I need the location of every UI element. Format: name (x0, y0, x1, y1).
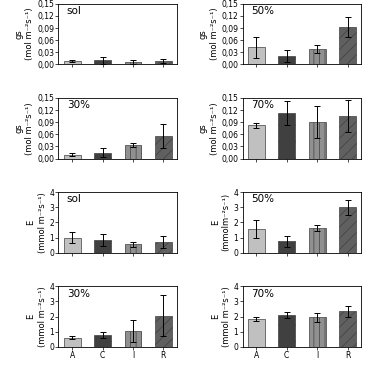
Bar (309, 122, 326, 159)
Bar (64, 61, 81, 65)
Bar (94, 240, 111, 253)
Text: sol: sol (67, 194, 82, 204)
Text: 50%: 50% (251, 6, 274, 16)
Y-axis label: E
(mmol m⁻²s⁻¹): E (mmol m⁻²s⁻¹) (27, 192, 47, 253)
Y-axis label: gs
(mol m⁻²s⁻¹): gs (mol m⁻²s⁻¹) (199, 8, 219, 60)
Bar (309, 49, 326, 65)
Bar (248, 47, 265, 65)
Bar (278, 241, 295, 253)
Bar (124, 244, 141, 253)
Text: sol: sol (67, 6, 82, 16)
Bar (155, 137, 172, 159)
Bar (124, 145, 141, 159)
Bar (155, 316, 172, 347)
Bar (155, 242, 172, 253)
Bar (248, 125, 265, 159)
Bar (94, 60, 111, 65)
Bar (339, 311, 356, 347)
Y-axis label: E
(mmolm⁻²s⁻¹): E (mmolm⁻²s⁻¹) (211, 193, 231, 251)
Bar (64, 238, 81, 253)
Bar (94, 153, 111, 159)
Bar (309, 228, 326, 253)
Text: 30%: 30% (67, 289, 90, 298)
Text: 30%: 30% (67, 100, 90, 110)
Bar (64, 338, 81, 347)
Y-axis label: E
(mmol m⁻²s⁻¹): E (mmol m⁻²s⁻¹) (27, 286, 47, 347)
Bar (278, 315, 295, 347)
Y-axis label: gs
(mol m⁻²s⁻¹): gs (mol m⁻²s⁻¹) (14, 8, 34, 60)
Bar (248, 229, 265, 253)
Bar (124, 331, 141, 347)
Text: 50%: 50% (251, 194, 274, 204)
Bar (339, 27, 356, 65)
Bar (309, 317, 326, 347)
Bar (64, 154, 81, 159)
Bar (339, 116, 356, 159)
Y-axis label: gs
(mol m⁻²s⁻¹): gs (mol m⁻²s⁻¹) (199, 102, 219, 154)
Text: 70%: 70% (251, 289, 274, 298)
Bar (94, 335, 111, 347)
Bar (124, 62, 141, 65)
Bar (155, 61, 172, 65)
Text: 70%: 70% (251, 100, 274, 110)
Bar (248, 319, 265, 347)
Bar (339, 207, 356, 253)
Y-axis label: E
(mmol m⁻²s⁻¹): E (mmol m⁻²s⁻¹) (211, 286, 231, 347)
Y-axis label: gs
(mol m⁻²s⁻¹): gs (mol m⁻²s⁻¹) (14, 102, 34, 154)
Bar (278, 56, 295, 65)
Bar (278, 113, 295, 159)
